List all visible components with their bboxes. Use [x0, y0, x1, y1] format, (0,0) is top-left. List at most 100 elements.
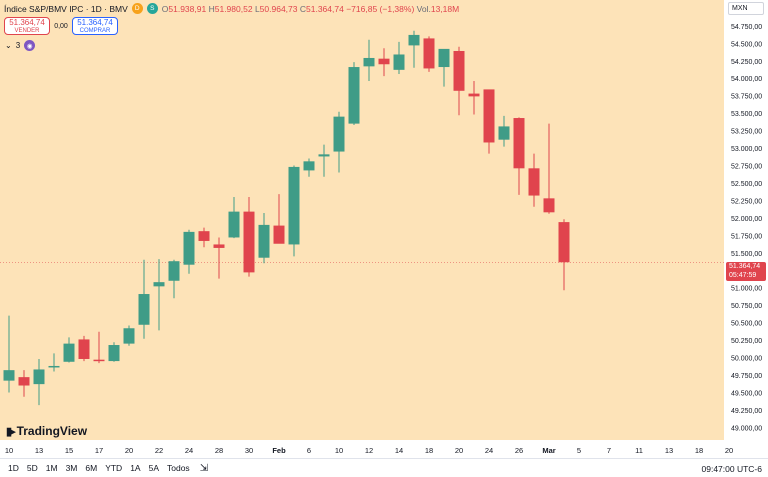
candle[interactable]	[138, 259, 150, 339]
candle[interactable]	[18, 370, 30, 397]
x-tick-label: Feb	[272, 446, 286, 455]
y-tick-label: 51.000,00	[731, 286, 762, 293]
buy-button[interactable]: 51.364,74 COMPRAR	[72, 17, 118, 35]
candle[interactable]	[483, 89, 495, 154]
candle[interactable]	[468, 81, 480, 115]
badge-d[interactable]: D	[131, 3, 143, 14]
candle[interactable]	[258, 213, 270, 264]
currency-selector[interactable]: MXN	[728, 2, 764, 15]
candle[interactable]	[348, 62, 360, 126]
candle[interactable]	[33, 358, 45, 406]
candle[interactable]	[3, 315, 15, 393]
candle[interactable]	[78, 335, 90, 362]
y-tick-label: 53.750,00	[731, 94, 762, 101]
close-value: 51.364,74	[306, 3, 344, 14]
clock-time[interactable]: 09:47:00 UTC-6	[701, 464, 762, 474]
timeframe-5a[interactable]: 5A	[148, 463, 159, 473]
y-tick-label: 51.750,00	[731, 233, 762, 240]
candle[interactable]	[408, 30, 420, 68]
candle-body	[153, 282, 165, 287]
timeframe-6m[interactable]: 6M	[85, 463, 98, 473]
timeframe-3m[interactable]: 3M	[65, 463, 78, 473]
candle[interactable]	[213, 237, 225, 279]
candle-body	[318, 154, 330, 157]
bar-countdown: 05:47:59	[729, 271, 757, 279]
candle[interactable]	[453, 46, 465, 116]
candle[interactable]	[498, 115, 510, 147]
candle-body	[408, 34, 420, 46]
candle-body	[168, 261, 180, 281]
x-tick-label: 26	[515, 446, 523, 455]
chart-plot-area[interactable]	[0, 0, 724, 440]
chevron-down-icon[interactable]: ⌄	[5, 41, 12, 50]
y-tick-label: 53.000,00	[731, 146, 762, 153]
y-tick-label: 53.250,00	[731, 129, 762, 136]
candle[interactable]	[273, 194, 285, 244]
symbol-title[interactable]: Índice S&P/BMV IPC · 1D · BMV	[4, 3, 128, 14]
candle-body	[33, 369, 45, 385]
candle[interactable]	[48, 353, 60, 372]
indicators-toggle[interactable]: ⌄ 3 ◉	[5, 40, 36, 51]
x-tick-label: 10	[5, 446, 13, 455]
volume-value: 13,18M	[430, 3, 460, 14]
candle-body	[123, 328, 135, 344]
y-tick-label: 54.000,00	[731, 76, 762, 83]
y-tick-label: 53.500,00	[731, 111, 762, 118]
candle[interactable]	[183, 229, 195, 274]
candle[interactable]	[63, 337, 75, 363]
badge-s[interactable]: S	[146, 3, 158, 14]
candle-body	[48, 365, 60, 368]
candle-body	[333, 116, 345, 152]
candle-body	[483, 89, 495, 143]
candle-body	[438, 48, 450, 68]
candle[interactable]	[228, 196, 240, 239]
timeframe-1m[interactable]: 1M	[45, 463, 58, 473]
candle-body	[453, 50, 465, 91]
candle[interactable]	[93, 331, 105, 364]
candle-body	[363, 57, 375, 67]
y-tick-label: 50.250,00	[731, 338, 762, 345]
candle-body	[198, 231, 210, 241]
candle-body	[468, 93, 480, 97]
candle[interactable]	[318, 144, 330, 177]
y-tick-label: 52.500,00	[731, 181, 762, 188]
candle[interactable]	[378, 48, 390, 77]
timeframe-all[interactable]: Todos	[167, 463, 190, 473]
candle[interactable]	[558, 219, 570, 291]
candle[interactable]	[528, 153, 540, 207]
candle[interactable]	[363, 39, 375, 82]
candle-body	[213, 244, 225, 248]
x-tick-label: 12	[365, 446, 373, 455]
candle[interactable]	[153, 259, 165, 331]
candle[interactable]	[513, 117, 525, 195]
timeframe-1a[interactable]: 1A	[130, 463, 141, 473]
x-tick-label: 28	[215, 446, 223, 455]
candle[interactable]	[333, 111, 345, 173]
x-tick-label: 6	[307, 446, 311, 455]
candle[interactable]	[108, 342, 120, 362]
candle[interactable]	[393, 41, 405, 75]
sell-button[interactable]: 51.364,74 VENDER	[4, 17, 50, 35]
candle[interactable]	[438, 48, 450, 87]
candlestick-chart[interactable]: 49.000,00 49.250,00 49.500,00 49.750,00 50.0…	[0, 0, 768, 458]
candle[interactable]	[243, 196, 255, 277]
candle[interactable]	[168, 259, 180, 299]
timeframe-1d[interactable]: 1D	[8, 463, 19, 473]
y-tick-label: 52.750,00	[731, 164, 762, 171]
candle[interactable]	[543, 123, 555, 214]
candle[interactable]	[303, 158, 315, 177]
x-tick-label: Mar	[542, 446, 555, 455]
candle-body	[18, 377, 30, 386]
timeframe-5d[interactable]: 5D	[26, 463, 38, 473]
tradingview-logo[interactable]: ▮▸ TradingView	[6, 424, 88, 438]
eye-icon[interactable]: ◉	[24, 40, 36, 51]
candle[interactable]	[198, 227, 210, 248]
goto-date-icon[interactable]: ⇲	[199, 462, 209, 474]
candle[interactable]	[423, 36, 435, 72]
candle-body	[3, 370, 15, 381]
candle-body	[138, 294, 150, 325]
candle[interactable]	[288, 165, 300, 257]
candle[interactable]	[123, 325, 135, 346]
low-value: 50.964,73	[259, 3, 298, 14]
timeframe-ytd[interactable]: YTD	[105, 463, 123, 473]
